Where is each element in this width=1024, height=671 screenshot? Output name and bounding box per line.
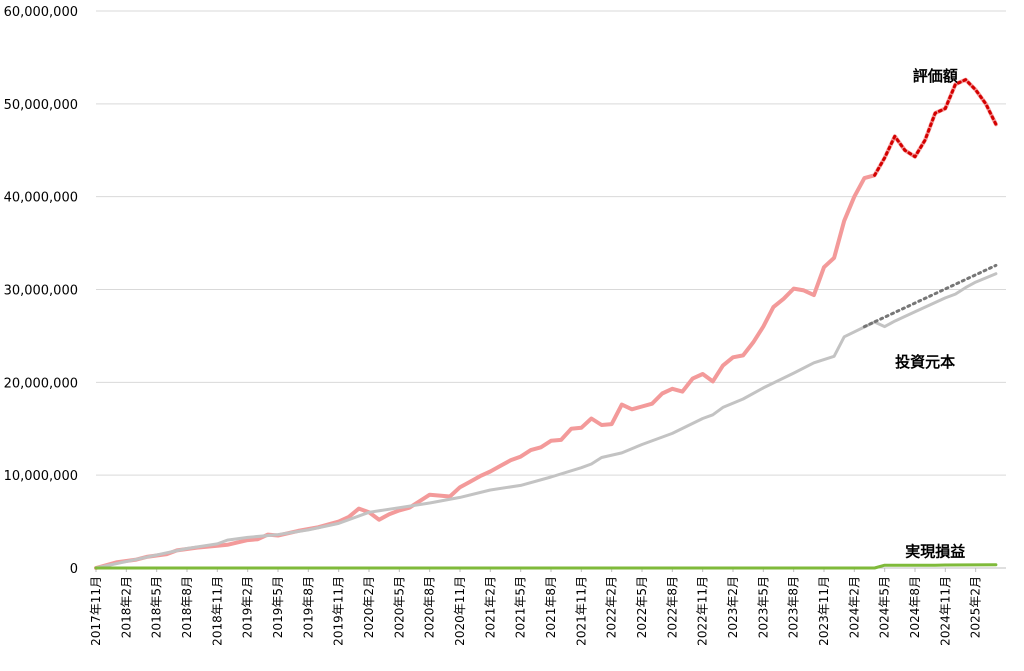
y-tick-label: 40,000,000	[4, 191, 78, 206]
series-line-評価額	[94, 77, 998, 570]
series-line-実現損益	[94, 563, 998, 570]
x-tick-label: 2020年2月	[362, 576, 376, 638]
x-tick-label: 2019年5月	[271, 576, 285, 638]
y-tick-label: 10,000,000	[4, 469, 78, 484]
x-axis-tick-labels: 2017年11月 2018年2月 2018年5月 2018年8月 2018年11月 201…	[89, 568, 983, 646]
x-tick-label: 2017年11月	[89, 576, 103, 646]
x-tick-label: 2018年2月	[119, 576, 133, 638]
x-tick-label: 2023年8月	[787, 576, 801, 638]
x-tick-label: 2021年2月	[483, 576, 497, 638]
x-tick-label: 2018年5月	[150, 576, 164, 638]
x-tick-label: 2018年11月	[210, 576, 224, 646]
series-line-投資元本	[94, 272, 998, 570]
x-tick-label: 2020年5月	[392, 576, 406, 638]
x-tick-label: 2025年2月	[969, 576, 983, 638]
x-tick-label: 2019年8月	[301, 576, 315, 638]
x-tick-label: 2020年8月	[423, 576, 437, 638]
y-tick-label: 60,000,000	[4, 5, 78, 20]
series-line-投資元本_forecast	[862, 263, 998, 329]
series-line-評価額_forecast	[873, 78, 998, 177]
x-tick-label: 2021年5月	[514, 576, 528, 638]
x-tick-label: 2021年8月	[544, 576, 558, 638]
x-tick-label: 2023年11月	[817, 576, 831, 646]
x-tick-label: 2019年11月	[332, 576, 346, 646]
x-tick-label: 2024年2月	[847, 576, 861, 638]
x-tick-label: 2024年11月	[938, 576, 952, 646]
series-label: 評価額	[913, 67, 958, 85]
series-lines	[94, 77, 998, 570]
x-tick-label: 2022年2月	[605, 576, 619, 638]
x-tick-label: 2018年8月	[180, 576, 194, 638]
y-axis-tick-labels: 0 10,000,000 20,000,000 30,000,000 40,000,00…	[4, 5, 78, 577]
x-tick-label: 2022年11月	[696, 576, 710, 646]
y-tick-label: 0	[70, 562, 78, 577]
grid-lines	[96, 10, 1006, 476]
x-tick-label: 2024年5月	[878, 576, 892, 638]
x-tick-label: 2021年11月	[574, 576, 588, 646]
x-tick-label: 2023年5月	[756, 576, 770, 638]
x-tick-label: 2022年5月	[635, 576, 649, 638]
series-label: 実現損益	[905, 542, 965, 560]
y-tick-label: 30,000,000	[4, 284, 78, 299]
x-tick-label: 2024年8月	[908, 576, 922, 638]
series-label: 投資元本	[895, 353, 955, 371]
x-tick-label: 2023年2月	[726, 576, 740, 638]
x-tick-label: 2022年8月	[665, 576, 679, 638]
y-tick-label: 50,000,000	[4, 98, 78, 113]
x-tick-label: 2020年11月	[453, 576, 467, 646]
y-tick-label: 20,000,000	[4, 376, 78, 391]
x-tick-label: 2019年2月	[241, 576, 255, 638]
